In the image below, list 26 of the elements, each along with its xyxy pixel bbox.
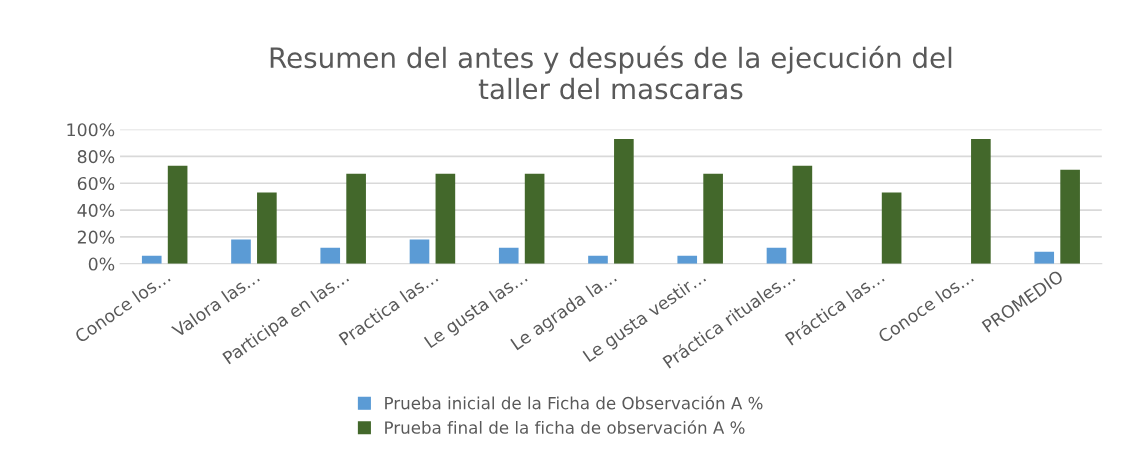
bar bbox=[1034, 251, 1055, 264]
chart-title: Resumen del antes y después de la ejecución del taller del mascaras bbox=[270, 45, 952, 100]
legend-label: Prueba final de la ficha de observación A % bbox=[385, 420, 745, 434]
bar bbox=[498, 247, 519, 264]
bar bbox=[766, 247, 787, 264]
bar bbox=[524, 173, 545, 264]
bar bbox=[320, 247, 341, 264]
bar bbox=[1060, 169, 1080, 264]
y-tick-label: 100% bbox=[67, 123, 115, 137]
bar bbox=[257, 192, 277, 264]
y-tick-label: 0% bbox=[88, 257, 115, 271]
bar bbox=[703, 173, 723, 264]
bar bbox=[435, 173, 456, 264]
bar bbox=[614, 138, 634, 264]
bar bbox=[409, 239, 430, 264]
bar bbox=[231, 239, 251, 264]
y-tick-label: 80% bbox=[77, 150, 115, 164]
legend-label: Prueba inicial de la Ficha de Observación A % bbox=[385, 395, 763, 410]
bar bbox=[167, 165, 188, 264]
bar bbox=[881, 192, 902, 264]
y-tick-label: 60% bbox=[77, 176, 115, 191]
bar bbox=[971, 138, 991, 264]
y-tick-label: 40% bbox=[77, 203, 115, 217]
bar bbox=[792, 165, 813, 264]
bar bbox=[346, 173, 366, 264]
y-tick-label: 20% bbox=[77, 230, 115, 244]
